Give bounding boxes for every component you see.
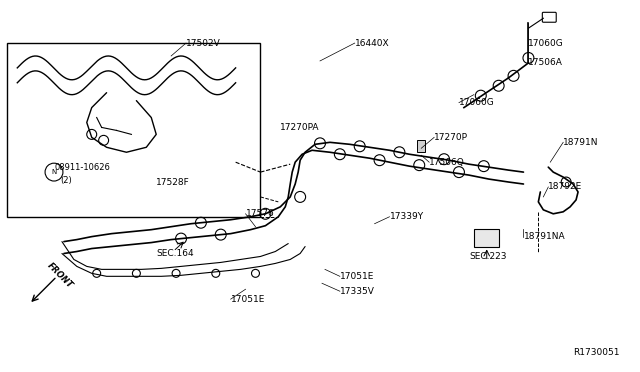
- Text: 17339Y: 17339Y: [390, 212, 424, 221]
- Text: 18791N: 18791N: [563, 138, 598, 147]
- Bar: [417, 140, 425, 152]
- Bar: [474, 229, 499, 247]
- Text: FRONT: FRONT: [45, 261, 74, 290]
- Text: 17502V: 17502V: [186, 39, 221, 48]
- Text: 18791NA: 18791NA: [524, 232, 565, 241]
- Text: 17528F: 17528F: [156, 177, 190, 186]
- Text: SEC.164: SEC.164: [156, 249, 194, 258]
- Text: N: N: [51, 169, 56, 175]
- Text: 17270P: 17270P: [434, 133, 468, 142]
- Text: 08911-10626: 08911-10626: [54, 163, 110, 171]
- Text: SEC.223: SEC.223: [469, 252, 506, 261]
- Text: 17506A: 17506A: [529, 58, 563, 67]
- Text: 17335V: 17335V: [340, 287, 375, 296]
- Text: 17576: 17576: [246, 209, 275, 218]
- Bar: [7, 43, 260, 217]
- Text: 17060G: 17060G: [529, 39, 564, 48]
- Text: 17051E: 17051E: [340, 272, 374, 281]
- Text: 18792E: 18792E: [548, 183, 582, 192]
- Text: 17270PA: 17270PA: [280, 123, 320, 132]
- Text: 17060G: 17060G: [459, 98, 495, 107]
- Text: (2): (2): [60, 176, 72, 185]
- Text: 17051E: 17051E: [230, 295, 265, 304]
- Text: 16440X: 16440X: [355, 39, 389, 48]
- Text: R1730051: R1730051: [573, 348, 620, 357]
- Text: 17506Q: 17506Q: [429, 158, 465, 167]
